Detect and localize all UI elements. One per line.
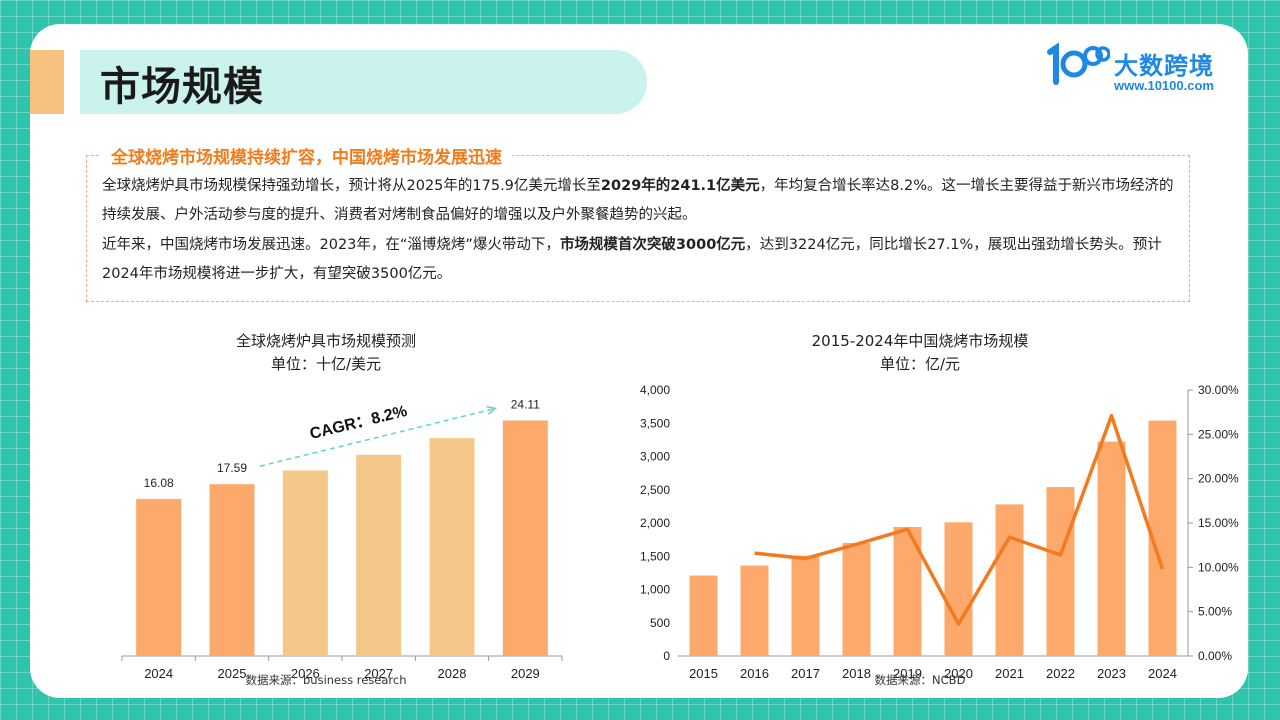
chart2-growth-line <box>754 413 1165 626</box>
chart1-x-label: 2025 <box>218 666 247 681</box>
chart1-bar <box>502 420 548 656</box>
chart2-y-left-label: 0 <box>663 649 670 663</box>
title-accent-bar <box>30 50 64 114</box>
p1-text-b: ，年均复合增长率达8.2%。这一增长主要得益于新兴市场经济的持续发展、户外活动参… <box>102 178 1174 223</box>
summary-paragraph-2: 近年来，中国烧烤市场发展迅速。2023年，在“淄博烧烤”爆火带动下，市场规模首次… <box>102 231 1180 289</box>
chart1-plot: 2024 16.08 2025 17.59 2026 2027 2028 2029 24.11 C… <box>121 397 563 681</box>
chart2-y-right-label: 20.00% <box>1198 472 1239 486</box>
p2-text-a: 近年来，中国烧烤市场发展迅速。2023年，在“淄博烧烤”爆火带动下， <box>102 237 560 253</box>
chart2-y-right-label: 10.00% <box>1198 560 1239 574</box>
logo-name: 大数跨境 <box>1114 52 1214 80</box>
chart1-cagr-arrow-head <box>486 405 498 415</box>
summary-box: 全球烧烤市场规模持续扩容，中国烧烤市场发展迅速 全球烧烤炉具市场规模保持强劲增长… <box>86 143 1190 302</box>
chart2-x-label: 2015 <box>689 666 718 681</box>
p2-text-b: ，达到3224亿元，同比增长27.1%，展现出强劲增长势头。预计2024年市场规… <box>102 237 1162 282</box>
logo-url: www.10100.com <box>1114 78 1214 93</box>
chart2-x-label: 2022 <box>1046 666 1075 681</box>
chart2-y-right-label: 15.00% <box>1198 516 1239 530</box>
chart1-data-label: 16.08 <box>144 476 174 490</box>
chart2-x-label: 2016 <box>740 666 769 681</box>
chart1-cagr-arrow-line <box>259 407 496 467</box>
chart1-x-label: 2024 <box>144 666 173 681</box>
chart2-x-label: 2020 <box>944 666 973 681</box>
chart2-bar <box>1097 441 1126 656</box>
chart2-x-label: 2019 <box>893 666 922 681</box>
chart2-y-left-label: 2,000 <box>640 516 670 530</box>
title-banner <box>80 50 647 114</box>
summary-heading: 全球烧烤市场规模持续扩容，中国烧烤市场发展迅速 <box>101 143 512 168</box>
chart2-y-right-label: 25.00% <box>1198 427 1239 441</box>
chart2-bar <box>689 575 718 656</box>
chart1-x-label: 2026 <box>291 666 320 681</box>
chart2-y-left-label: 2,500 <box>640 483 670 497</box>
chart1-x-label: 2029 <box>511 666 540 681</box>
chart2-bar <box>995 504 1024 656</box>
chart2-bar <box>1046 487 1075 656</box>
chart2-title: 2015-2024年中国烧烤市场规模 <box>811 332 1029 350</box>
p2-bold: 市场规模首次突破3000亿元 <box>559 237 746 253</box>
chart2-y-right-label: 30.00% <box>1198 383 1239 397</box>
chart2-y-left-label: 500 <box>650 616 670 630</box>
chart1-x-label: 2028 <box>438 666 467 681</box>
chart2-x-label: 2024 <box>1148 666 1177 681</box>
chart1-bar <box>209 484 255 656</box>
chart2-bar <box>791 555 820 656</box>
chart2-bar <box>740 565 769 656</box>
chart1-bar <box>429 438 475 656</box>
brand-logo: 大数跨境 www.10100.com <box>1044 38 1229 93</box>
p1-bold: 2029年的241.1亿美元 <box>600 178 760 194</box>
chart2-bar <box>842 542 871 656</box>
logo-mark-icon <box>1047 42 1110 85</box>
chart2-y-right-label: 0.00% <box>1198 649 1232 663</box>
chart2-y-right-label: 5.00% <box>1198 605 1232 619</box>
chart1-data-label: 24.11 <box>511 397 540 411</box>
chart2-x-label: 2023 <box>1097 666 1126 681</box>
chart2-y-left-label: 1,500 <box>640 549 670 563</box>
chart1-source: 数据来源：business research <box>245 673 407 687</box>
chart1-bar <box>282 470 328 656</box>
chart1-title: 全球烧烤炉具市场规模预测 <box>235 332 416 350</box>
chart1-x-label: 2027 <box>364 666 393 681</box>
chart2-subtitle: 单位：亿/元 <box>879 355 961 373</box>
chart1-data-label: 17.59 <box>217 461 247 475</box>
chart2-bar <box>944 522 973 656</box>
summary-paragraph-1: 全球烧烤炉具市场规模保持强劲增长，预计将从2025年的175.9亿美元增长至20… <box>102 172 1180 230</box>
chart2-source: 数据来源：NCBD <box>874 673 966 687</box>
global-grill-chart: 全球烧烤炉具市场规模预测 单位：十亿/美元 2024 16.08 2025 17.59… <box>70 328 582 692</box>
chart2-y-left-label: 3,000 <box>640 450 670 464</box>
p1-text-a: 全球烧烤炉具市场规模保持强劲增长，预计将从2025年的175.9亿美元增长至 <box>102 178 601 194</box>
chart2-y-left-label: 4,000 <box>640 383 670 397</box>
chart2-y-left-label: 1,000 <box>640 583 670 597</box>
chart1-bar <box>136 498 182 656</box>
chart1-bar <box>356 454 402 656</box>
content-card: 市场规模 大数跨境 www.10100.com 全球烧烤市场规模持续扩容，中国烧… <box>30 24 1248 698</box>
chart2-x-label: 2017 <box>791 666 820 681</box>
chart2-x-label: 2021 <box>995 666 1024 681</box>
chart2-x-label: 2018 <box>842 666 871 681</box>
page-title: 市场规模 <box>100 64 264 110</box>
chart2-y-left-label: 3,500 <box>640 416 670 430</box>
chart1-cagr-label: CAGR：8.2% <box>308 403 409 443</box>
china-bbq-chart: 2015-2024年中国烧烤市场规模 单位：亿/元 0 500 1,000 1,500… <box>600 328 1240 692</box>
chart2-plot: 0 500 1,000 1,500 2,000 2,500 3,000 3,500 4,000 0… <box>640 383 1239 681</box>
chart1-subtitle: 单位：十亿/美元 <box>270 355 382 373</box>
